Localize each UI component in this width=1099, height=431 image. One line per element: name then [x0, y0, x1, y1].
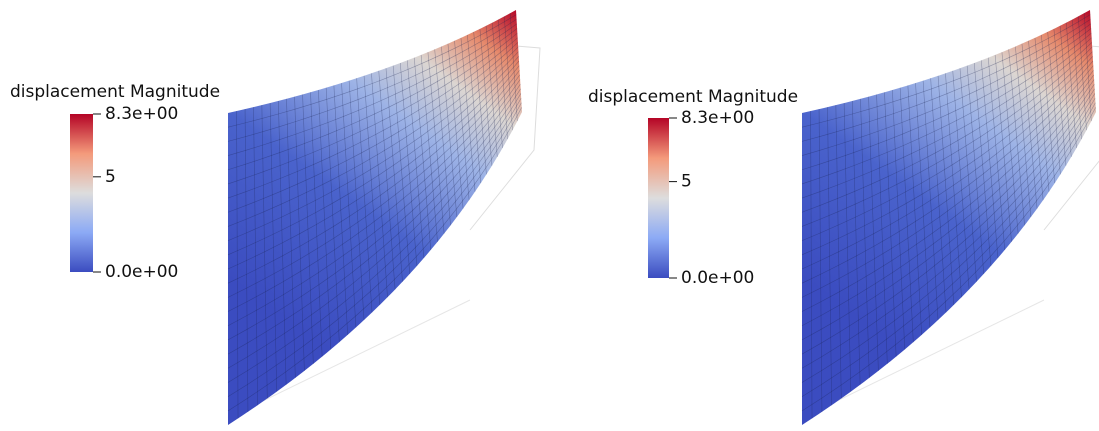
panel — [802, 10, 1099, 425]
colorbar-label: 0.0e+00 — [681, 268, 754, 288]
colorbar-gradient — [70, 114, 93, 272]
deformed-surface — [802, 10, 1096, 425]
colorbar-label: 5 — [681, 172, 692, 192]
colorbar-label: 5 — [105, 167, 116, 187]
visualization: displacement Magnitude8.3e+000.0e+005dis… — [0, 0, 1099, 431]
colorbar-label: 0.0e+00 — [105, 262, 178, 282]
colorbar-label: 8.3e+00 — [105, 104, 178, 124]
colorbar-gradient — [648, 118, 669, 278]
colorbar-label: 8.3e+00 — [681, 108, 754, 128]
deformed-surface — [228, 10, 522, 425]
panel — [228, 10, 540, 425]
colorbar-title: displacement Magnitude — [10, 82, 220, 102]
colorbar-title: displacement Magnitude — [588, 87, 798, 107]
colorbar: displacement Magnitude8.3e+00 0.0e+00 5 — [10, 82, 220, 282]
